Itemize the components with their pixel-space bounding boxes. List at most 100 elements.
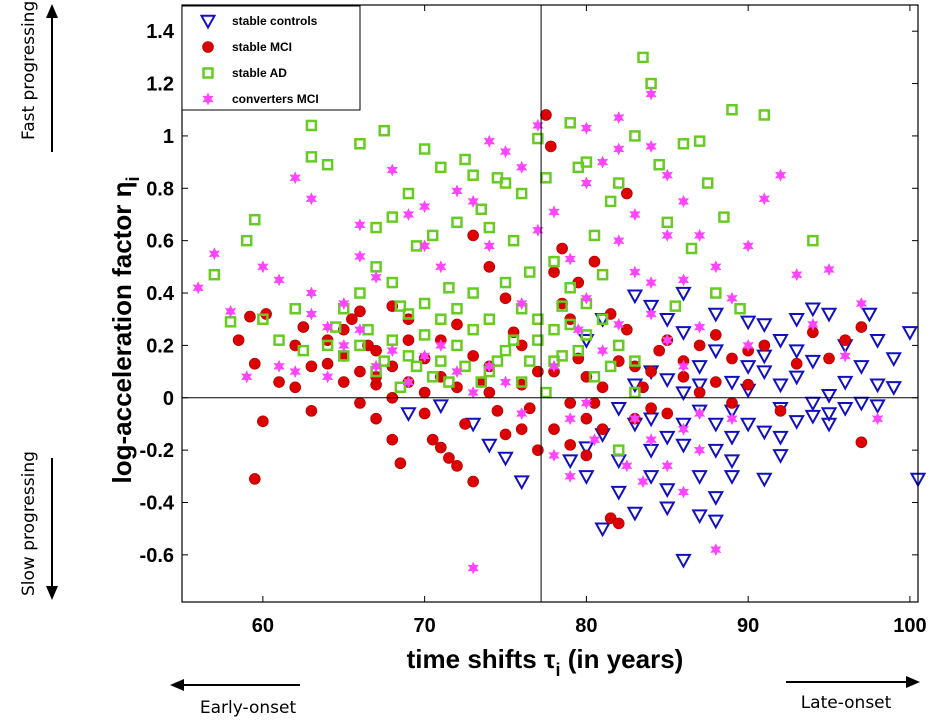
early-onset-arrowhead <box>170 679 184 691</box>
point-stable-ad <box>499 177 512 189</box>
y-tick-label: -0.2 <box>140 440 174 462</box>
point-stable-controls <box>723 430 741 446</box>
point-stable-ad <box>604 360 617 373</box>
point-stable-ad <box>329 321 342 333</box>
y-tick-label: -0.4 <box>140 493 175 515</box>
point-stable-ad <box>701 177 714 189</box>
point-converters-mci <box>564 412 576 426</box>
point-stable-mci <box>467 229 479 242</box>
point-stable-ad <box>257 313 269 325</box>
point-converters-mci <box>273 273 285 287</box>
point-stable-ad <box>524 355 536 367</box>
point-stable-ad <box>467 323 479 336</box>
point-stable-mci <box>693 339 706 352</box>
point-stable-controls <box>610 485 627 501</box>
point-stable-mci <box>515 423 528 435</box>
point-stable-ad <box>354 138 366 150</box>
point-stable-controls <box>481 438 498 454</box>
point-stable-mci <box>370 344 382 357</box>
point-stable-ad <box>596 268 609 281</box>
point-stable-ad <box>612 339 625 352</box>
point-stable-ad <box>758 109 771 121</box>
point-stable-controls <box>723 375 741 391</box>
point-stable-controls <box>869 333 886 349</box>
legend-marker-stable-mci <box>202 41 214 53</box>
point-stable-controls <box>837 402 854 417</box>
point-stable-mci <box>483 261 496 273</box>
legend-marker-stable-ad <box>202 67 214 79</box>
point-stable-ad <box>548 323 560 336</box>
point-stable-mci <box>726 397 738 409</box>
point-stable-controls <box>578 470 595 485</box>
point-converters-mci <box>580 121 593 135</box>
point-stable-ad <box>612 177 625 189</box>
point-stable-controls <box>642 299 660 315</box>
point-stable-ad <box>637 51 649 64</box>
point-stable-mci <box>483 386 496 399</box>
point-stable-mci <box>621 187 633 200</box>
point-converters-mci <box>645 87 657 101</box>
point-stable-mci <box>244 310 256 323</box>
point-converters-mci <box>596 343 609 358</box>
point-stable-mci <box>693 386 706 399</box>
point-stable-mci <box>354 365 366 378</box>
point-stable-ad <box>580 156 593 168</box>
point-stable-controls <box>853 360 870 375</box>
point-stable-controls <box>675 438 692 454</box>
point-converters-mci <box>661 459 674 473</box>
point-converters-mci <box>370 359 382 373</box>
slow-progressing-arrowhead <box>46 586 58 600</box>
point-converters-mci <box>483 239 496 253</box>
point-converters-mci <box>790 268 803 282</box>
point-stable-controls <box>562 454 579 470</box>
plot-frame <box>181 4 919 603</box>
point-stable-ad <box>402 187 415 200</box>
point-converters-mci <box>548 359 560 373</box>
x-tick-label: 70 <box>414 615 436 637</box>
point-stable-mci <box>370 412 382 425</box>
y-tick-label: -0.6 <box>140 545 174 567</box>
point-converters-mci <box>613 317 625 332</box>
point-stable-mci <box>839 334 852 346</box>
point-converters-mci <box>515 296 528 311</box>
point-stable-mci <box>596 423 609 435</box>
point-stable-controls <box>820 417 838 433</box>
point-converters-mci <box>418 349 431 363</box>
point-stable-mci <box>248 473 261 485</box>
point-stable-mci <box>556 242 568 255</box>
point-stable-controls <box>804 409 822 425</box>
point-stable-controls <box>578 441 595 457</box>
point-stable-mci <box>305 360 318 373</box>
point-stable-controls <box>804 302 822 318</box>
legend-label: stable controls <box>232 14 318 28</box>
point-stable-ad <box>604 195 617 208</box>
point-stable-controls <box>659 430 676 446</box>
legend-label: converters MCI <box>232 92 319 106</box>
point-stable-mci <box>459 418 471 430</box>
point-converters-mci <box>402 207 415 222</box>
point-stable-mci <box>523 402 536 415</box>
point-stable-mci <box>540 109 552 121</box>
point-stable-controls <box>739 417 757 433</box>
point-converters-mci <box>661 228 674 243</box>
point-stable-ad <box>410 240 423 252</box>
point-stable-mci <box>248 357 261 370</box>
point-stable-mci <box>499 292 512 305</box>
point-stable-ad <box>451 339 463 352</box>
point-stable-ad <box>459 360 471 373</box>
point-stable-ad <box>629 355 641 367</box>
x-tick-label: 80 <box>575 615 597 637</box>
point-stable-controls <box>820 307 838 323</box>
point-stable-ad <box>540 172 552 184</box>
point-stable-ad <box>661 216 674 229</box>
point-stable-ad <box>208 268 221 281</box>
late-onset-arrowhead <box>906 676 920 688</box>
point-stable-mci <box>548 266 560 278</box>
point-stable-ad <box>354 287 366 299</box>
point-stable-controls <box>739 360 757 375</box>
point-stable-controls <box>869 399 886 415</box>
point-stable-controls <box>788 370 805 386</box>
point-converters-mci <box>855 296 868 311</box>
point-stable-controls <box>901 326 919 341</box>
point-stable-mci <box>710 376 722 388</box>
